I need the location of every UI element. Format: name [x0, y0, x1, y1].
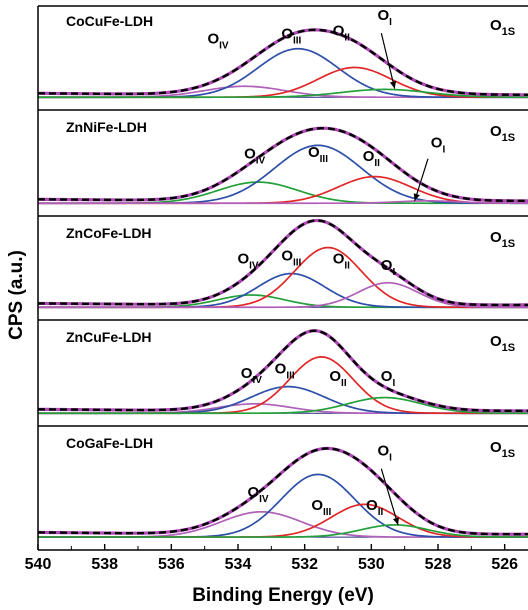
x-tick-label: 532: [291, 556, 318, 573]
component-label-OII: OII: [329, 368, 346, 389]
sample-name: ZnNiFe-LDH: [66, 119, 147, 135]
arrow-head: [392, 517, 400, 525]
component-label-OII: OII: [366, 497, 383, 518]
x-tick-label: 530: [358, 556, 385, 573]
fitted-sum-line: [37, 126, 528, 203]
panels-group: CoCuFe-LDH O1S OIV OIII OII OI ZnNiFe-LDH O1S OI…: [37, 5, 528, 551]
component-label-OI: OI: [377, 443, 392, 464]
panel-3: ZnCuFe-LDH O1S OIV OIII OII OI: [37, 329, 528, 427]
component-label-OIV: OIV: [237, 251, 258, 272]
component-OI: [38, 281, 528, 309]
region-label: O1S: [490, 333, 515, 354]
component-label-OI: OI: [377, 7, 392, 28]
region-label: O1S: [490, 439, 515, 460]
component-label-OIV: OIV: [207, 30, 228, 51]
x-tick-label: 534: [225, 556, 252, 573]
fitted-sum-line: [37, 446, 528, 536]
component-OIII: [38, 144, 528, 205]
x-axis-label: Binding Energy (eV): [192, 585, 374, 606]
region-label: O1S: [490, 229, 515, 250]
component-label-OI: OI: [381, 257, 396, 278]
arrow-head: [389, 81, 397, 89]
sample-name: CoCuFe-LDH: [66, 13, 153, 29]
component-OI: [38, 88, 528, 99]
sample-name: ZnCuFe-LDH: [66, 329, 152, 345]
component-OI: [38, 524, 528, 538]
experimental-envelope: [37, 28, 528, 96]
x-tick-label: 540: [25, 556, 52, 573]
region-label: O1S: [490, 123, 515, 144]
region-label: O1S: [490, 17, 515, 38]
component-label-OIII: OIII: [275, 360, 295, 381]
experimental-envelope: [37, 126, 528, 203]
experimental-envelope: [37, 329, 528, 413]
x-axis: 540 538 536 534 532 530 528 526: [25, 544, 518, 573]
component-label-OII: OII: [333, 22, 350, 43]
component-label-OI: OI: [431, 135, 446, 156]
component-OI: [38, 396, 528, 415]
component-label-OIII: OIII: [311, 497, 331, 518]
x-tick-label: 536: [158, 556, 185, 573]
component-label-OIII: OIII: [281, 248, 301, 269]
sample-name: CoGaFe-LDH: [66, 435, 153, 451]
component-label-OIV: OIV: [241, 365, 262, 386]
component-OI: [38, 200, 528, 205]
experimental-envelope: [37, 447, 528, 536]
x-tick-label: 526: [491, 556, 518, 573]
component-label-OIII: OIII: [308, 144, 328, 165]
component-label-OI: OI: [381, 368, 396, 389]
component-label-OII: OII: [333, 251, 350, 272]
sample-name: ZnCoFe-LDH: [66, 225, 152, 241]
arrow-head: [413, 193, 420, 201]
component-label-OIII: OIII: [281, 26, 301, 47]
x-tick-label: 528: [425, 556, 452, 573]
panel-0: CoCuFe-LDH O1S OIV OIII OII OI: [37, 7, 528, 111]
annotation-arrow: [380, 32, 396, 89]
experimental-envelope: [37, 219, 528, 307]
annotation-arrow: [414, 158, 429, 202]
component-OIII: [38, 473, 528, 538]
annotation-arrow: [380, 468, 399, 526]
y-axis-label: CPS (a.u.): [6, 250, 27, 340]
x-tick-label: 538: [91, 556, 118, 573]
panel-2: ZnCoFe-LDH O1S OIV OIII OII OI: [37, 218, 528, 321]
